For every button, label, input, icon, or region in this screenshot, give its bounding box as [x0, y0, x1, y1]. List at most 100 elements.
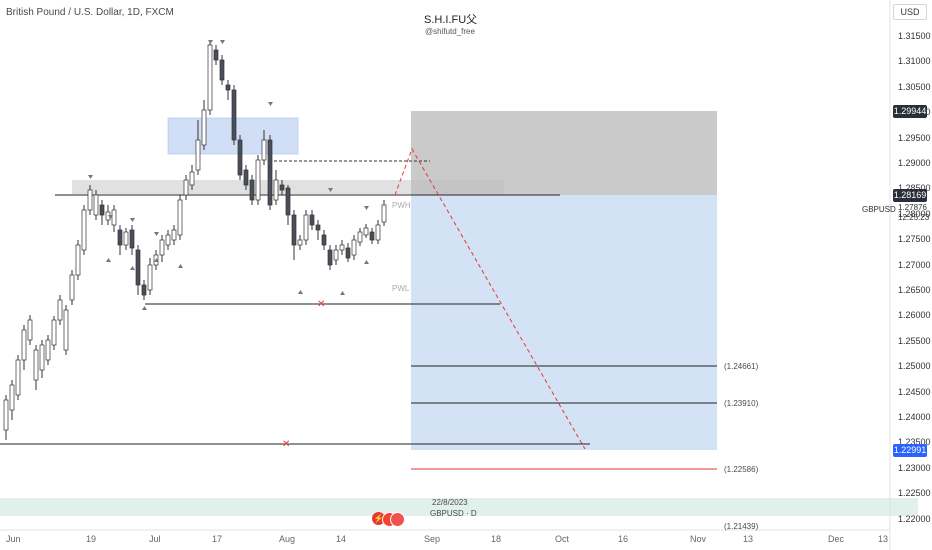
pivot-high-marker [220, 40, 225, 44]
candle-body [3, 399, 9, 431]
candle-body [21, 329, 27, 361]
candle-body [237, 139, 243, 176]
candle-body [201, 109, 207, 146]
price-tick: 1.25500 [898, 335, 931, 346]
take-profit-zone[interactable] [411, 195, 717, 450]
x-marker-1: ✕ [317, 299, 325, 310]
candle-body [165, 234, 171, 246]
symbol-title: British Pound / U.S. Dollar, 1D, FXCM [6, 7, 174, 18]
candle-body [297, 239, 303, 246]
candle-body [87, 189, 93, 211]
candle-body [93, 194, 99, 216]
time-tick: 19 [86, 534, 97, 544]
time-tick: Aug [279, 534, 296, 544]
candle-body [57, 299, 63, 321]
candle-body [375, 224, 381, 241]
candle-body [213, 49, 219, 61]
candle-body [267, 139, 273, 206]
price-tick: 1.28000 [898, 208, 931, 219]
time-tick: 17 [212, 534, 223, 544]
candle-body [333, 249, 339, 261]
price-tick: 1.24500 [898, 386, 931, 397]
countdown: 12:25:23 [898, 213, 930, 222]
candle-body [135, 249, 141, 286]
time-tick: Oct [555, 534, 570, 544]
price-tick: 1.31500 [898, 31, 931, 41]
x-marker-2: ✕ [282, 439, 290, 450]
time-tick: Nov [690, 534, 707, 544]
pivot-low-marker [130, 266, 135, 270]
flag-icons: ⚡ [372, 512, 405, 527]
candle-body [51, 319, 57, 346]
pwh-label: PWH [392, 201, 411, 210]
time-tick: 13 [743, 534, 754, 544]
candle-body [303, 214, 309, 241]
time-tick: 14 [336, 534, 347, 544]
stop-loss-zone[interactable] [411, 111, 717, 195]
candle-body [345, 247, 351, 259]
pivot-low-marker [298, 290, 303, 294]
price-tick: 1.25000 [898, 361, 931, 372]
pivot-high-marker [268, 102, 273, 106]
projection-path[interactable] [394, 147, 586, 450]
price-tick: 1.27500 [898, 234, 931, 245]
pivot-low-marker [142, 306, 147, 310]
candle-body [147, 264, 153, 291]
us-flag-icon [390, 512, 405, 527]
candle-body [285, 187, 291, 216]
pivot-high-marker [108, 215, 113, 219]
time-tick: 13 [878, 534, 889, 544]
pivot-low-marker [364, 260, 369, 264]
candle-body [63, 309, 69, 351]
price-tick: 1.28500 [898, 183, 931, 193]
pivot-high-marker [88, 175, 93, 179]
candle-body [231, 89, 237, 141]
target-label-3: (1.22586) [724, 465, 759, 474]
candle-body [189, 171, 195, 186]
pivot-low-marker [178, 264, 183, 268]
pivot-low-marker [106, 258, 111, 262]
candle-body [195, 139, 201, 171]
candle-body [261, 139, 267, 161]
candle-body [279, 184, 285, 191]
candle-body [183, 179, 189, 196]
candle-body [75, 244, 81, 276]
candle-body [381, 204, 387, 223]
current-price: 1.27876 [898, 203, 927, 212]
pwl-label: PWL [392, 284, 410, 293]
candle-body [207, 44, 213, 111]
price-tick: 1.23000 [898, 462, 931, 473]
price-tick: 1.29500 [898, 132, 931, 143]
candle-body [81, 209, 87, 251]
current-symbol: GBPUSD [862, 205, 896, 214]
price-tick: 1.31000 [898, 56, 931, 67]
candle-body [45, 339, 51, 361]
candle-body [219, 59, 225, 81]
currency-button[interactable]: USD [893, 4, 927, 20]
candle-body [255, 159, 261, 201]
candle-body [171, 229, 177, 241]
price-tick: 1.26000 [898, 310, 931, 321]
time-tick: Sep [424, 534, 441, 544]
candle-body [141, 284, 147, 296]
price-tick: 1.29000 [898, 158, 931, 168]
candle-body [291, 214, 297, 246]
candle-body [15, 359, 21, 396]
time-tick: 16 [618, 534, 629, 544]
target-label-4: (1.21439) [724, 522, 759, 531]
candle-body [9, 384, 15, 411]
date-label: 22/8/2023 [432, 498, 468, 507]
candle-body [309, 214, 315, 226]
time-tick: Dec [828, 534, 845, 544]
current-price-box: 1.27876 12:25:23 [898, 203, 929, 223]
candle-body [243, 169, 249, 186]
target-label-1: (1.24661) [724, 362, 759, 371]
candle-body [111, 209, 117, 226]
candle-body [351, 239, 357, 256]
price-tick: 1.22000 [898, 513, 931, 524]
price-tag-entry: 1.28169 [893, 189, 927, 202]
candle-body [315, 224, 321, 231]
time-tick: Jul [149, 534, 161, 544]
